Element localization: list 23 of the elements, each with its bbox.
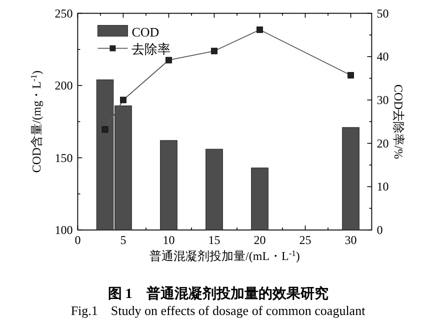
text: Fig.1 Study on effects of dosage of common coagulant xyxy=(70,303,366,318)
x-tick-label: 15 xyxy=(208,233,220,247)
x-tick-label: 30 xyxy=(344,233,357,247)
y-tick-label: 200 xyxy=(54,78,73,93)
y2-tick-label: 20 xyxy=(376,136,389,150)
legend-label: 去除率 xyxy=(132,41,171,56)
x-tick-label: 25 xyxy=(299,233,312,247)
y2-tick-label: 50 xyxy=(376,6,389,20)
y-tick-label: 100 xyxy=(54,223,73,237)
x-tick-label: 20 xyxy=(254,233,266,247)
text: 图 1 普通混凝剂投加量的效果研究 xyxy=(108,285,328,302)
x-tick-label: 10 xyxy=(162,233,175,247)
y-tick-label: 250 xyxy=(54,6,73,20)
y2-axis-title: COD去除率/% xyxy=(392,84,406,159)
legend-label: COD xyxy=(132,24,160,40)
y2-tick-label: 10 xyxy=(376,180,389,194)
x-tick-label: 0 xyxy=(74,233,81,247)
x-tick-label: 5 xyxy=(120,233,126,247)
y2-tick-label: 0 xyxy=(376,223,383,237)
y2-tick-label: 30 xyxy=(376,92,389,107)
x-axis-title: 普通混凝剂投加量/(mL・L$^{-1}$) xyxy=(150,248,300,263)
y-tick-label: 150 xyxy=(54,150,73,165)
y2-tick-label: 40 xyxy=(376,50,389,64)
